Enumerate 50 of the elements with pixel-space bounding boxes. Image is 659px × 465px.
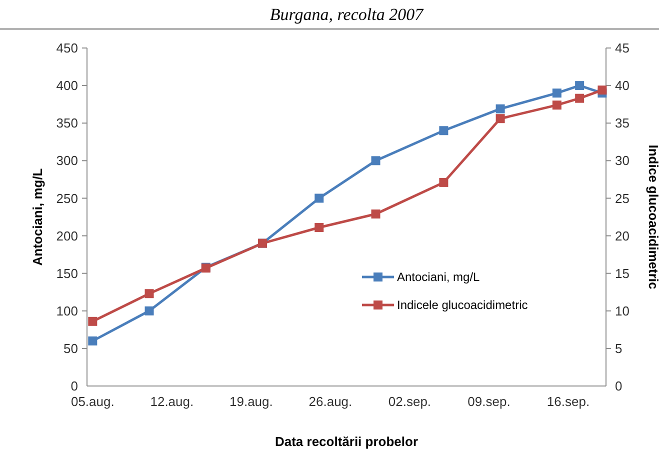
point [496, 114, 505, 124]
y2-axis-title: Indice glucoacidimetric [646, 144, 659, 290]
point [439, 178, 448, 187]
x-axis-title: Data recoltării probelor [274, 434, 418, 449]
point [371, 209, 380, 218]
y-tick-label: 150 [56, 266, 78, 281]
y2-tick-label: 40 [615, 78, 630, 94]
point [314, 194, 324, 203]
chart-title: Burgana, recolta 2007 [270, 5, 425, 24]
y2-tick-label: 30 [615, 153, 630, 168]
y2-tick-label: 20 [615, 228, 630, 244]
y-tick-label: 300 [56, 153, 78, 168]
point [144, 306, 154, 316]
y-tick-label: 200 [56, 228, 78, 244]
x-tick-label: 05.aug. [70, 394, 114, 409]
y-tick-label: 0 [70, 378, 78, 394]
y2-tick-label: 10 [615, 303, 630, 318]
point [552, 100, 562, 110]
y-tick-label: 400 [56, 78, 78, 94]
legend-label: Indicele glucoacidimetric [397, 298, 528, 312]
y-tick-label: 350 [56, 116, 78, 131]
y2-tick-label: 45 [615, 40, 630, 56]
point [88, 316, 98, 326]
y2-tick-label: 0 [615, 378, 622, 394]
y-tick-label: 50 [64, 340, 78, 356]
x-tick-label: 16.sep. [546, 394, 590, 409]
y2-tick-label: 35 [615, 116, 630, 131]
x-tick-label: 12.aug. [150, 394, 194, 409]
y-tick-label: 250 [56, 190, 78, 206]
y-tick-label: 450 [56, 40, 78, 56]
point [371, 156, 380, 166]
point [496, 104, 505, 114]
point [439, 126, 448, 136]
y2-tick-label: 25 [615, 190, 630, 206]
point [314, 223, 324, 232]
y-tick-label: 100 [56, 303, 78, 318]
point [575, 94, 584, 103]
x-tick-label: 02.sep. [388, 394, 432, 409]
y2-tick-label: 5 [615, 340, 622, 356]
legend-label: Antociani, mg/L [397, 270, 480, 284]
y-axis-title: Antociani, mg/L [30, 168, 45, 266]
x-tick-label: 19.aug. [230, 394, 273, 409]
point [144, 289, 154, 298]
y2-tick-label: 15 [615, 266, 630, 281]
point [552, 88, 562, 98]
point [88, 336, 98, 346]
point [598, 86, 607, 95]
x-tick-label: 09.sep. [468, 394, 510, 409]
x-tick-label: 26.aug. [308, 394, 352, 409]
point [575, 81, 584, 90]
